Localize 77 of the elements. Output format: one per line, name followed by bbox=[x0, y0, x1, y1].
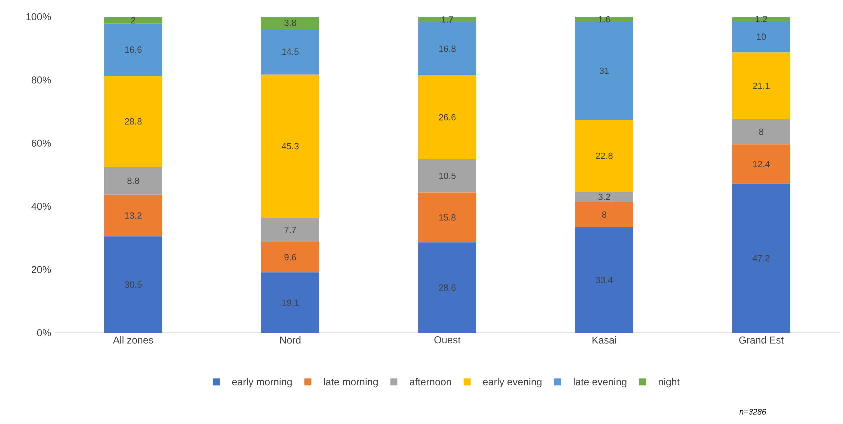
bar bbox=[262, 218, 320, 242]
bar bbox=[418, 242, 477, 333]
bar bbox=[576, 120, 634, 192]
y-tick-label: 60% bbox=[32, 140, 52, 147]
data-label: 28.6 bbox=[439, 284, 456, 292]
data-label: 33.4 bbox=[596, 277, 613, 284]
bar bbox=[732, 144, 791, 184]
x-tick-label: All zones bbox=[113, 336, 154, 344]
data-label: 8.8 bbox=[128, 178, 140, 184]
bar bbox=[418, 17, 477, 22]
bar bbox=[104, 76, 163, 168]
bar bbox=[418, 160, 477, 193]
bar bbox=[576, 22, 634, 120]
data-label: 1.2 bbox=[756, 16, 768, 22]
data-label: 31 bbox=[600, 68, 610, 74]
bar bbox=[576, 202, 634, 228]
legend-label: early evening bbox=[483, 378, 542, 388]
y-tick-label: 100% bbox=[26, 13, 52, 21]
legend-label: early morning bbox=[232, 378, 292, 388]
data-label: 8 bbox=[602, 212, 607, 218]
data-label: 1.6 bbox=[598, 16, 610, 23]
legend-label: late morning bbox=[324, 378, 378, 388]
bar bbox=[732, 119, 791, 145]
x-tick-label: Kasai bbox=[592, 336, 616, 344]
bar bbox=[262, 29, 320, 75]
data-label: 15.8 bbox=[439, 214, 456, 221]
data-label: 21.1 bbox=[753, 82, 770, 90]
data-label: 3.8 bbox=[284, 20, 296, 26]
legend-label: afternoon bbox=[410, 378, 452, 386]
data-label: 16.8 bbox=[439, 46, 456, 52]
bar bbox=[732, 184, 791, 333]
legend-label: night bbox=[658, 378, 680, 388]
bar bbox=[104, 236, 163, 333]
bar bbox=[576, 17, 634, 22]
x-tick-label: Grand Est bbox=[739, 336, 784, 344]
data-label: 9.6 bbox=[284, 254, 296, 261]
bar bbox=[576, 192, 634, 202]
y-tick-label: 20% bbox=[32, 266, 52, 274]
bar bbox=[418, 22, 477, 76]
y-tick-label: 40% bbox=[32, 203, 52, 210]
data-label: 14.5 bbox=[282, 48, 299, 56]
data-label: 2 bbox=[131, 17, 136, 24]
y-tick-label: 80% bbox=[32, 76, 52, 84]
data-label: 22.8 bbox=[596, 152, 613, 160]
data-label: 12.4 bbox=[753, 161, 770, 168]
data-label: 47.2 bbox=[752, 255, 770, 262]
data-label: 7.7 bbox=[284, 227, 296, 234]
bar bbox=[104, 24, 163, 76]
bar bbox=[262, 272, 320, 333]
data-label: 10.5 bbox=[439, 172, 456, 180]
data-label: 16.6 bbox=[125, 46, 142, 54]
bar bbox=[418, 75, 477, 160]
data-label: 28.8 bbox=[125, 118, 142, 125]
text: n=3286 bbox=[740, 409, 766, 415]
bar bbox=[262, 242, 320, 273]
x-tick-label: Ouest bbox=[434, 336, 461, 344]
legend-label: late evening bbox=[574, 378, 627, 388]
bar bbox=[104, 17, 163, 24]
bar bbox=[576, 227, 634, 333]
data-label: 10 bbox=[757, 34, 766, 40]
data-label: 1.7 bbox=[442, 16, 454, 23]
bar bbox=[732, 52, 791, 120]
data-label: 8 bbox=[759, 128, 764, 136]
data-label: 30.5 bbox=[125, 282, 142, 288]
data-label: 3.2 bbox=[598, 194, 610, 200]
bar bbox=[418, 192, 477, 243]
data-label: 19.1 bbox=[282, 300, 299, 306]
bar bbox=[262, 74, 320, 218]
bar bbox=[104, 167, 163, 195]
data-label: 26.6 bbox=[439, 114, 456, 121]
y-tick-label: 0% bbox=[37, 329, 52, 337]
bar bbox=[104, 194, 163, 237]
data-label: 45.3 bbox=[282, 143, 299, 150]
bar bbox=[732, 21, 791, 53]
x-tick-label: Nord bbox=[280, 336, 301, 344]
bar bbox=[262, 17, 320, 30]
data-label: 13.2 bbox=[125, 212, 142, 219]
